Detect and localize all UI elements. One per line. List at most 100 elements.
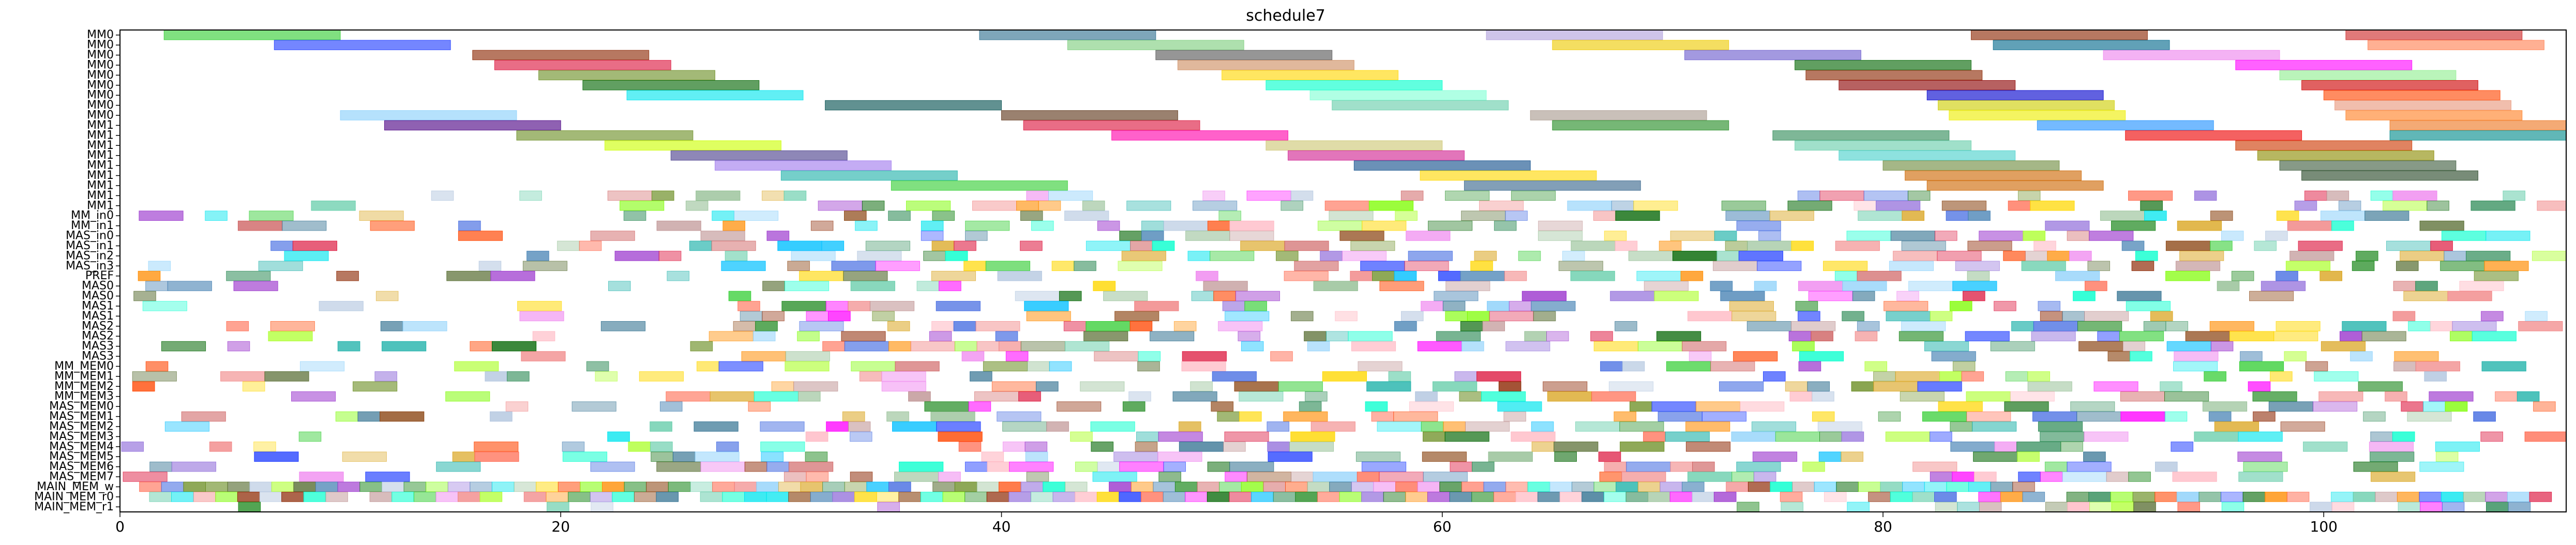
- task-bar: [963, 261, 986, 271]
- task-bar: [784, 281, 830, 291]
- task-bar: [1229, 492, 1252, 502]
- task-bar: [752, 331, 776, 342]
- y-tick-label: MAS1: [82, 310, 114, 323]
- task-bar: [1141, 231, 1164, 241]
- task-bar: [2097, 331, 2120, 342]
- task-bar: [1736, 220, 1781, 231]
- task-bar: [300, 361, 345, 372]
- task-bar: [1792, 341, 1815, 352]
- task-bar: [931, 240, 955, 251]
- task-bar: [2385, 391, 2407, 402]
- task-bar: [712, 481, 735, 492]
- task-bar: [1791, 321, 1836, 331]
- task-bar: [1562, 251, 1585, 261]
- task-bar: [711, 240, 756, 251]
- task-bar: [1868, 492, 1891, 502]
- task-bar: [1621, 472, 1666, 482]
- task-bar: [700, 231, 745, 241]
- task-bar: [1400, 190, 1424, 201]
- task-bar: [538, 70, 715, 81]
- task-bar: [760, 442, 805, 452]
- task-bar: [1952, 281, 1997, 291]
- task-bar: [271, 481, 294, 492]
- task-bar: [2121, 240, 2145, 251]
- task-bar: [1952, 472, 1975, 482]
- task-bar: [1119, 492, 1141, 502]
- task-bar: [452, 451, 475, 462]
- task-bar: [1819, 431, 1842, 442]
- task-bar: [1817, 421, 1863, 432]
- task-bar: [929, 331, 952, 342]
- task-bar: [1721, 201, 1766, 211]
- task-bar: [359, 210, 404, 221]
- task-bar: [1291, 311, 1314, 322]
- task-bar: [848, 301, 870, 311]
- task-bar: [1886, 311, 1931, 322]
- task-bar: [1946, 481, 1969, 492]
- task-bar: [2364, 210, 2409, 221]
- task-bar: [431, 190, 454, 201]
- task-bar: [1329, 481, 1352, 492]
- task-bar: [2326, 190, 2349, 201]
- task-bar: [1747, 240, 1792, 251]
- task-bar: [436, 461, 481, 472]
- task-bar: [2529, 492, 2552, 502]
- y-tick-label: MAS0: [82, 280, 114, 293]
- task-bar: [1097, 220, 1120, 231]
- task-bar: [725, 251, 748, 261]
- task-bar: [740, 311, 763, 322]
- task-bar: [1229, 461, 1274, 472]
- task-bar: [2111, 502, 2134, 512]
- task-bar: [292, 240, 337, 251]
- task-bar: [987, 461, 1010, 472]
- task-bar: [1857, 321, 1880, 331]
- task-bar: [1748, 481, 1771, 492]
- task-bar: [2031, 331, 2076, 342]
- y-tick-label: MM_MEM3: [54, 390, 114, 403]
- task-bar: [931, 270, 976, 281]
- task-bar: [1358, 361, 1403, 372]
- task-bar: [391, 492, 414, 502]
- task-bar: [1931, 351, 1976, 361]
- task-bar: [1559, 492, 1583, 502]
- task-bar: [605, 140, 781, 151]
- task-bar: [1990, 481, 2013, 492]
- task-bar: [220, 371, 265, 382]
- task-bar: [932, 210, 955, 221]
- task-bar: [1241, 481, 1264, 492]
- task-bar: [760, 421, 805, 432]
- task-bar: [1615, 240, 1638, 251]
- task-bar: [855, 220, 878, 231]
- task-bar: [1611, 201, 1634, 211]
- task-bar: [800, 481, 823, 492]
- task-bar: [710, 391, 755, 402]
- task-bar: [2358, 381, 2403, 392]
- task-bar: [2235, 140, 2413, 151]
- task-bar: [607, 431, 630, 442]
- task-bar: [1710, 281, 1733, 291]
- task-bar: [2276, 270, 2298, 281]
- task-bar: [1939, 371, 1962, 382]
- task-bar: [1351, 481, 1374, 492]
- task-bar: [2231, 270, 2254, 281]
- task-bar: [458, 220, 481, 231]
- task-bar: [1719, 381, 1764, 392]
- task-bar: [1470, 261, 1493, 271]
- task-bar: [1461, 481, 1484, 492]
- task-bar: [2210, 341, 2234, 352]
- task-bar: [519, 190, 542, 201]
- task-bar: [1488, 451, 1533, 462]
- y-tick-label: MAS_in2: [66, 249, 114, 262]
- task-bar: [281, 492, 304, 502]
- task-bar: [369, 492, 393, 502]
- task-bar: [1626, 461, 1671, 472]
- task-bar: [1974, 472, 1997, 482]
- task-bar: [1064, 210, 1109, 221]
- task-bar: [1885, 431, 1931, 442]
- task-bar: [2342, 321, 2387, 331]
- task-bar: [2125, 130, 2302, 141]
- y-axis: MM0MM0MM0MM0MM0MM0MM0MM0MM0MM1MM1MM1MM1M…: [34, 28, 120, 513]
- task-bar: [1554, 451, 1577, 462]
- task-bar: [2038, 301, 2060, 311]
- task-bar: [1163, 461, 1186, 472]
